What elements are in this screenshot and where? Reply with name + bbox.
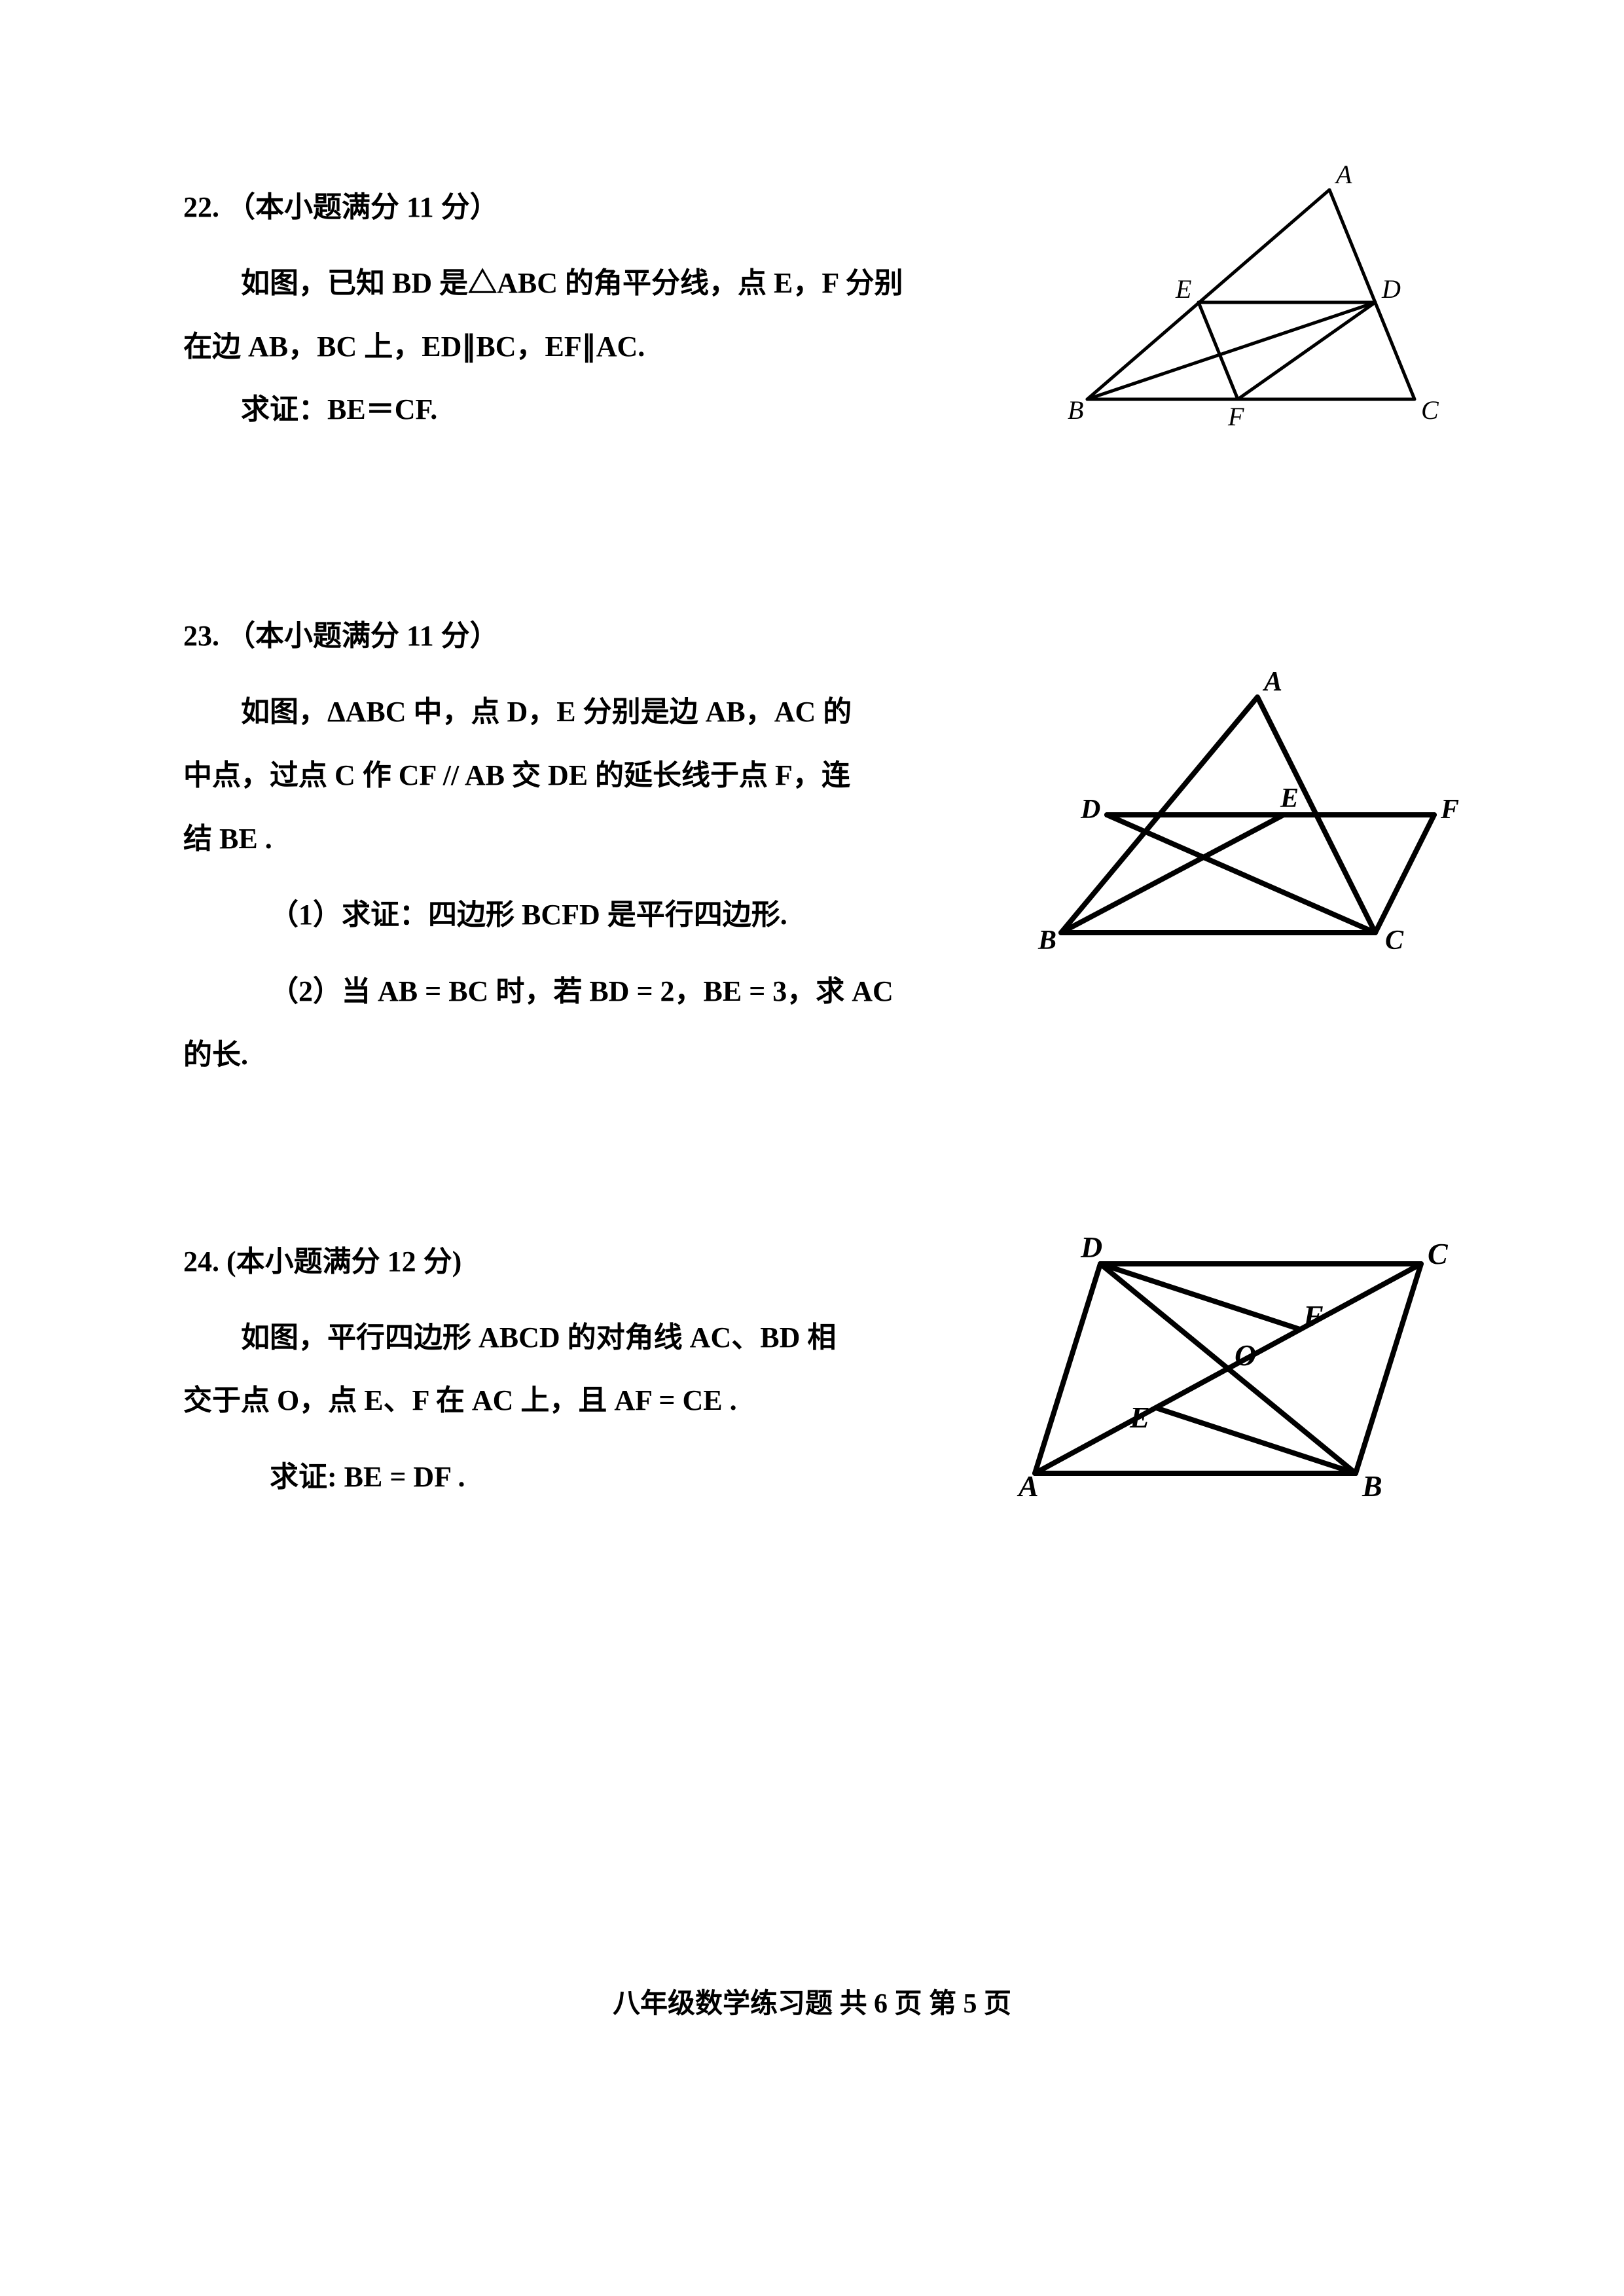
problem-23-line3: 结 BE . <box>183 808 1001 871</box>
fig23-label-F: F <box>1440 795 1459 825</box>
problem-23-q1: （1）求证：四边形 BCFD 是平行四边形. <box>183 884 1001 947</box>
problem-22-body: 如图，已知 BD 是△ABC 的角平分线，点 E，F 分别 在边 AB，BC 上… <box>183 252 1001 442</box>
problem-23-points: （本小题满分 11 分） <box>226 620 499 652</box>
problem-22-line1: 如图，已知 BD 是△ABC 的角平分线，点 E，F 分别 <box>183 252 1001 315</box>
fig24-label-A: A <box>1017 1469 1039 1503</box>
fig24-label-C: C <box>1428 1237 1449 1270</box>
problem-24-number: 24. <box>183 1246 219 1278</box>
fig22-label-E: E <box>1175 274 1191 304</box>
problem-22-points: （本小题满分 11 分） <box>226 191 499 223</box>
problem-23-body: 如图，ΔABC 中，点 D，E 分别是边 AB，AC 的 中点，过点 C 作 C… <box>183 681 1001 1087</box>
fig24-label-D: D <box>1080 1230 1102 1264</box>
fig23-label-B: B <box>1038 925 1056 956</box>
problem-24-line3: 求证: BE = DF . <box>183 1446 1001 1509</box>
problem-22-line2: 在边 AB，BC 上，ED∥BC，EF∥AC. <box>183 315 1001 379</box>
problem-24-points: (本小题满分 12 分) <box>226 1246 461 1278</box>
fig23-label-A: A <box>1262 667 1282 697</box>
fig24-label-B: B <box>1362 1469 1382 1503</box>
fig24-label-O: O <box>1235 1338 1256 1372</box>
problem-23-header: 23. （本小题满分 11 分） <box>183 612 1441 661</box>
problem-23-number: 23. <box>183 620 219 652</box>
problem-22-line3: 求证：BE＝CF. <box>183 378 1001 442</box>
problem-23-figure: A B C D E F <box>1022 658 1467 972</box>
problem-24-line1: 如图，平行四边形 ABCD 的对角线 AC、BD 相 <box>183 1306 1001 1370</box>
problem-22-number: 22. <box>183 191 219 223</box>
fig22-label-D: D <box>1381 274 1401 304</box>
problem-23-line1: 如图，ΔABC 中，点 D，E 分别是边 AB，AC 的 <box>183 681 1001 744</box>
problem-23-line2: 中点，过点 C 作 CF // AB 交 DE 的延长线于点 F，连 <box>183 744 1001 808</box>
problem-23-q2a: （2）当 AB = BC 时，若 BD = 2，BE = 3，求 AC <box>183 960 1001 1024</box>
fig22-label-B: B <box>1068 395 1083 425</box>
problem-24-body: 如图，平行四边形 ABCD 的对角线 AC、BD 相 交于点 O，点 E、F 在… <box>183 1306 1001 1509</box>
fig24-label-F: F <box>1303 1299 1324 1333</box>
problem-23: 23. （本小题满分 11 分） 如图，ΔABC 中，点 D，E 分别是边 AB… <box>183 612 1441 1087</box>
problem-24-line2: 交于点 O，点 E、F 在 AC 上，且 AF = CE . <box>183 1369 1001 1433</box>
fig23-label-E: E <box>1280 783 1299 814</box>
fig24-label-E: E <box>1129 1401 1150 1434</box>
problem-22-figure: A B C D E F <box>1048 157 1454 439</box>
problem-24: 24. (本小题满分 12 分) 如图，平行四边形 ABCD 的对角线 AC、B… <box>183 1238 1441 1509</box>
problem-23-q2b: 的长. <box>183 1024 1001 1087</box>
fig23-label-D: D <box>1080 795 1100 825</box>
fig22-label-A: A <box>1334 160 1352 189</box>
problem-24-figure: A B C D E F O <box>989 1218 1460 1506</box>
page-footer: 八年级数学练习题 共 6 页 第 5 页 <box>0 1981 1624 2021</box>
fig23-label-C: C <box>1385 925 1404 956</box>
fig22-label-F: F <box>1227 402 1244 431</box>
problem-22: 22. （本小题满分 11 分） 如图，已知 BD 是△ABC 的角平分线，点 … <box>183 183 1441 442</box>
fig22-label-C: C <box>1421 395 1439 425</box>
